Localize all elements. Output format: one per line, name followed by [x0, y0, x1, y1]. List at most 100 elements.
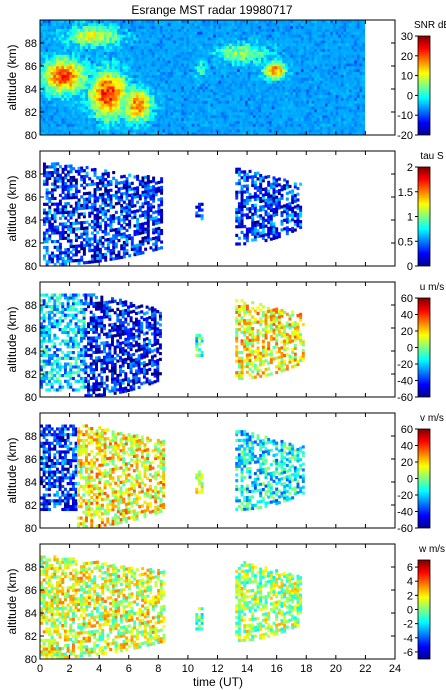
heatmap-cell [205, 86, 209, 90]
heatmap-cell [348, 117, 352, 121]
heatmap-cell [157, 43, 161, 47]
heatmap-cell [260, 68, 264, 73]
heatmap-cell [237, 77, 240, 81]
heatmap-cell [127, 20, 131, 24]
heatmap-cell [138, 25, 142, 29]
heatmap-cell [178, 40, 182, 44]
heatmap-cell [69, 37, 73, 41]
heatmap-cell [260, 40, 264, 44]
heatmap-cell [316, 20, 320, 24]
heatmap-cell [167, 63, 171, 67]
heatmap-cell [210, 63, 214, 67]
heatmap-cell [226, 109, 230, 113]
heatmap-cell [260, 54, 264, 58]
heatmap-cell [197, 20, 201, 24]
heatmap-cell [359, 28, 363, 32]
heatmap-cell [119, 112, 123, 116]
heatmap-cell [170, 126, 174, 130]
heatmap-cell [98, 94, 102, 98]
heatmap-cell [157, 68, 161, 73]
heatmap-cell [348, 54, 352, 58]
heatmap-cell [319, 89, 323, 93]
heatmap-cell [98, 40, 102, 44]
heatmap-cell [101, 57, 105, 61]
heatmap-cell [303, 86, 307, 90]
heatmap-cell [159, 80, 163, 84]
heatmap-cell [85, 60, 89, 64]
heatmap-cell [45, 179, 49, 183]
heatmap-cell [322, 106, 326, 110]
heatmap-cell [151, 100, 155, 104]
heatmap-cell [271, 28, 275, 32]
heatmap-cell [130, 22, 134, 27]
heatmap-cell [159, 54, 163, 58]
heatmap-cell [194, 57, 198, 61]
heatmap-cell [298, 86, 302, 90]
heatmap-cell [314, 132, 318, 136]
heatmap-cell [175, 97, 179, 101]
heatmap-cell [237, 66, 240, 70]
heatmap-cell [258, 86, 262, 90]
heatmap-cell [319, 34, 323, 38]
heatmap-cell [181, 112, 185, 116]
heatmap-cell [295, 114, 299, 119]
heatmap-cell [290, 126, 294, 130]
heatmap-cell [311, 40, 315, 44]
heatmap-cell [40, 91, 43, 96]
heatmap-cell [117, 83, 121, 87]
heatmap-cell [47, 117, 51, 121]
heatmap-cell [205, 20, 209, 24]
heatmap-cell [260, 63, 264, 67]
heatmap-cell [55, 86, 59, 90]
heatmap-cell [40, 60, 43, 64]
heatmap-cell [117, 97, 121, 101]
heatmap-cell [245, 120, 248, 124]
heatmap-cell [48, 237, 52, 241]
heatmap-cell [239, 68, 243, 73]
heatmap-cell [250, 109, 254, 113]
heatmap-cell [47, 109, 51, 113]
heatmap-cell [162, 120, 166, 124]
heatmap-cell [122, 94, 126, 98]
heatmap-cell [125, 37, 129, 41]
heatmap-cell [263, 63, 267, 67]
heatmap-cell [229, 68, 232, 73]
heatmap-cell [167, 94, 171, 98]
heatmap-cell [106, 48, 110, 52]
heatmap-cell [351, 117, 355, 121]
heatmap-cell [170, 71, 174, 75]
heatmap-cell [340, 120, 344, 124]
heatmap-cell [157, 48, 161, 52]
heatmap-cell [253, 31, 256, 35]
heatmap-cell [101, 54, 105, 58]
heatmap-cell [66, 25, 70, 29]
heatmap-cell [85, 63, 89, 67]
heatmap-cell [234, 109, 238, 113]
heatmap-cell [66, 37, 70, 41]
heatmap-cell [231, 25, 235, 29]
heatmap-cell [138, 123, 142, 127]
heatmap-cell [308, 60, 312, 64]
heatmap-cell [250, 132, 254, 136]
heatmap-cell [162, 100, 166, 104]
heatmap-cell [151, 66, 155, 70]
heatmap-cell [40, 114, 43, 119]
heatmap-cell [266, 123, 270, 127]
heatmap-cell [135, 28, 139, 32]
heatmap-cell [122, 86, 126, 90]
heatmap-cell [79, 129, 83, 133]
heatmap-cell [308, 103, 312, 107]
heatmap-cell [154, 83, 158, 87]
heatmap-cell [173, 129, 177, 133]
heatmap-cell [178, 132, 182, 136]
heatmap-cell [255, 60, 259, 64]
heatmap-cell [167, 86, 171, 90]
heatmap-cell [40, 54, 43, 58]
heatmap-cell [338, 100, 342, 104]
heatmap-cell [319, 74, 323, 78]
heatmap-cell [308, 68, 312, 73]
heatmap-cell [306, 57, 310, 61]
heatmap-cell [130, 86, 134, 90]
heatmap-cell [66, 22, 70, 27]
heatmap-cell [295, 28, 299, 32]
